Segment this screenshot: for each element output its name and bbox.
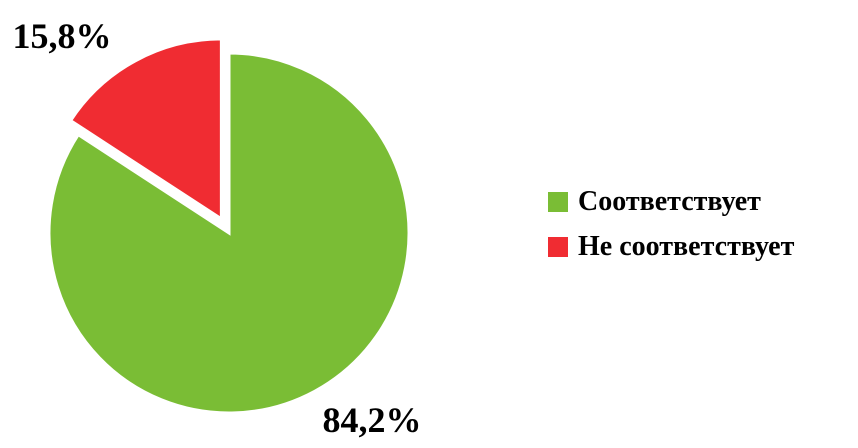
legend-label: Соответствует (578, 186, 761, 217)
data-labels: 84,2% 15,8% (13, 16, 422, 440)
data-label-matches: 84,2% (323, 400, 422, 440)
pie-slice-matches (47, 51, 411, 415)
legend-item-not-matches: Не соответствует (548, 231, 795, 262)
pie-slice-not-matches (68, 37, 223, 222)
legend-item-matches: Соответствует (548, 186, 761, 217)
data-label-not-matches: 15,8% (13, 16, 112, 56)
legend: Соответствует Не соответствует (548, 186, 795, 262)
legend-label: Не соответствует (578, 231, 795, 262)
pie-slices (47, 37, 411, 415)
legend-swatch (548, 237, 568, 257)
legend-swatch (548, 192, 568, 212)
